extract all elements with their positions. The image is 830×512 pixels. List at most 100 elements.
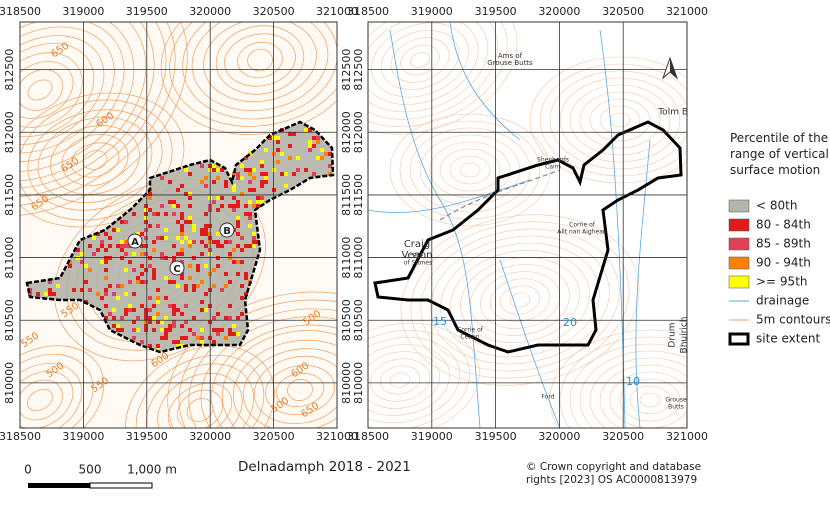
motion-pixel bbox=[248, 212, 252, 216]
x-coordinate-label: 321000 bbox=[666, 430, 708, 443]
contour bbox=[50, 125, 140, 195]
y-coordinate-label: 811500 bbox=[352, 174, 365, 216]
motion-pixel bbox=[180, 184, 184, 188]
y-coordinate-label: 812500 bbox=[3, 49, 16, 91]
contour bbox=[368, 22, 498, 120]
motion-pixel bbox=[100, 244, 104, 248]
motion-pixel bbox=[244, 276, 248, 280]
copyright: © Crown copyright and database rights [2… bbox=[526, 461, 702, 486]
motion-pixel bbox=[232, 196, 236, 200]
motion-pixel bbox=[144, 216, 148, 220]
y-coordinate-label: 811000 bbox=[340, 237, 353, 279]
legend-swatch bbox=[728, 199, 750, 213]
motion-pixel bbox=[172, 340, 176, 344]
motion-pixel bbox=[308, 128, 312, 132]
place-label: 10 bbox=[626, 375, 640, 388]
motion-pixel bbox=[240, 284, 244, 288]
motion-pixel bbox=[220, 168, 224, 172]
contour bbox=[569, 343, 687, 428]
motion-pixel bbox=[240, 176, 244, 180]
motion-pixel bbox=[284, 172, 288, 176]
motion-pixel bbox=[248, 180, 252, 184]
motion-pixel bbox=[192, 228, 196, 232]
motion-pixel bbox=[236, 244, 240, 248]
motion-pixel bbox=[132, 268, 136, 272]
x-coordinate-label: 320000 bbox=[538, 430, 580, 443]
contour bbox=[589, 357, 687, 428]
contour bbox=[37, 116, 153, 204]
contour bbox=[169, 22, 337, 127]
motion-pixel bbox=[252, 232, 256, 236]
motion-pixel bbox=[264, 148, 268, 152]
motion-pixel bbox=[132, 212, 136, 216]
motion-pixel bbox=[148, 316, 152, 320]
motion-pixel bbox=[140, 232, 144, 236]
motion-pixel bbox=[308, 148, 312, 152]
contour bbox=[20, 22, 188, 217]
motion-pixel bbox=[104, 304, 108, 308]
x-coordinate-label: 320000 bbox=[538, 5, 580, 18]
x-coordinate-label: 319000 bbox=[62, 5, 104, 18]
motion-pixel bbox=[140, 340, 144, 344]
place-label: Corrie of bbox=[457, 327, 484, 334]
motion-pixel bbox=[212, 268, 216, 272]
motion-pixel bbox=[172, 304, 176, 308]
motion-pixel bbox=[204, 308, 208, 312]
motion-pixel bbox=[216, 176, 220, 180]
motion-pixel bbox=[196, 284, 200, 288]
contour bbox=[389, 372, 411, 388]
motion-pixel bbox=[168, 324, 172, 328]
legend-label: 90 - 94th bbox=[756, 256, 811, 270]
contour bbox=[178, 299, 337, 428]
place-label: of Stones bbox=[404, 260, 432, 267]
motion-pixel bbox=[164, 296, 168, 300]
point-marker bbox=[169, 260, 185, 276]
motion-pixel bbox=[132, 308, 136, 312]
motion-pixel bbox=[68, 264, 72, 268]
motion-pixel bbox=[132, 336, 136, 340]
motion-pixel bbox=[112, 308, 116, 312]
motion-pixel bbox=[168, 180, 172, 184]
x-coordinate-label: 318500 bbox=[0, 430, 41, 443]
motion-pixel bbox=[220, 328, 224, 332]
motion-pixel bbox=[172, 312, 176, 316]
contour bbox=[224, 33, 296, 87]
legend-label: site extent bbox=[756, 332, 820, 346]
motion-pixel bbox=[156, 300, 160, 304]
motion-pixel bbox=[116, 324, 120, 328]
motion-pixel bbox=[240, 236, 244, 240]
motion-pixel bbox=[172, 244, 176, 248]
motion-pixel bbox=[224, 240, 228, 244]
motion-pixel bbox=[320, 148, 324, 152]
motion-pixel bbox=[248, 224, 252, 228]
motion-pixel bbox=[200, 252, 204, 256]
motion-pixel bbox=[36, 292, 40, 296]
motion-pixel bbox=[196, 336, 200, 340]
motion-pixel bbox=[304, 168, 308, 172]
motion-pixel bbox=[144, 204, 148, 208]
motion-pixel bbox=[92, 252, 96, 256]
motion-pixel bbox=[160, 336, 164, 340]
motion-pixel bbox=[68, 260, 72, 264]
motion-pixel bbox=[172, 212, 176, 216]
contour bbox=[368, 344, 450, 416]
motion-pixel bbox=[80, 260, 84, 264]
contour bbox=[20, 22, 155, 189]
motion-pixel bbox=[188, 220, 192, 224]
motion-pixel bbox=[228, 256, 232, 260]
motion-pixel bbox=[304, 128, 308, 132]
motion-pixel bbox=[148, 196, 152, 200]
motion-pixel bbox=[156, 296, 160, 300]
motion-pixel bbox=[144, 220, 148, 224]
place-label: Craig bbox=[404, 239, 430, 250]
y-coordinate-label: 811000 bbox=[352, 237, 365, 279]
motion-pixel bbox=[124, 308, 128, 312]
motion-pixel bbox=[224, 316, 228, 320]
motion-pixel bbox=[44, 292, 48, 296]
y-coordinate-label: 812500 bbox=[340, 49, 353, 91]
motion-pixel bbox=[112, 316, 116, 320]
motion-pixel bbox=[116, 244, 120, 248]
contour bbox=[379, 365, 421, 395]
contour bbox=[247, 48, 273, 72]
